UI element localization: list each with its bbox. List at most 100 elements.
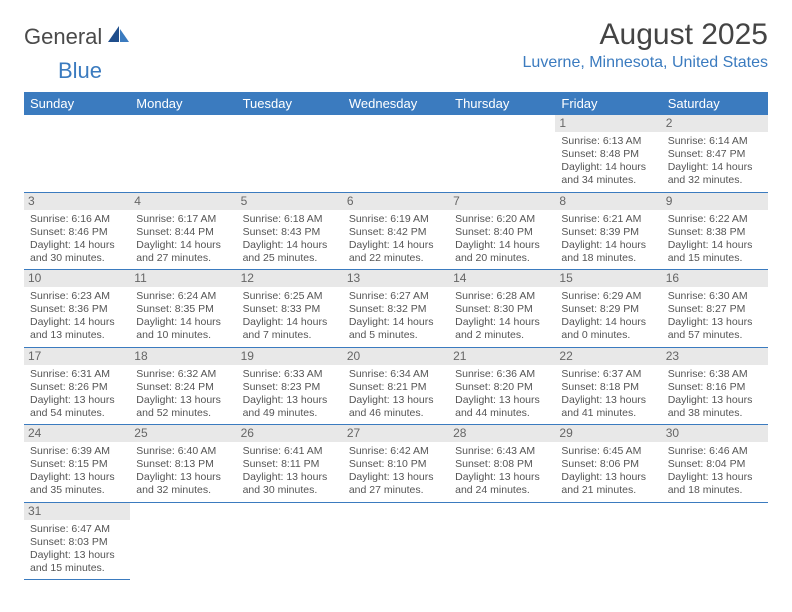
cell-text: Sunset: 8:35 PM bbox=[136, 303, 230, 316]
calendar-cell: 24Sunrise: 6:39 AMSunset: 8:15 PMDayligh… bbox=[24, 425, 130, 503]
cell-text: and 32 minutes. bbox=[668, 174, 762, 187]
calendar-row: 1Sunrise: 6:13 AMSunset: 8:48 PMDaylight… bbox=[24, 115, 768, 192]
cell-text: and 27 minutes. bbox=[136, 252, 230, 265]
cell-text: and 24 minutes. bbox=[455, 484, 549, 497]
cell-text: and 18 minutes. bbox=[668, 484, 762, 497]
day-number: 22 bbox=[555, 348, 661, 365]
calendar-head: SundayMondayTuesdayWednesdayThursdayFrid… bbox=[24, 92, 768, 115]
cell-text: Sunrise: 6:39 AM bbox=[30, 445, 124, 458]
cell-text: Sunrise: 6:21 AM bbox=[561, 213, 655, 226]
cell-text: and 5 minutes. bbox=[349, 329, 443, 342]
day-number: 16 bbox=[662, 270, 768, 287]
calendar-cell: 16Sunrise: 6:30 AMSunset: 8:27 PMDayligh… bbox=[662, 270, 768, 348]
calendar-cell: 8Sunrise: 6:21 AMSunset: 8:39 PMDaylight… bbox=[555, 192, 661, 270]
calendar-cell: 3Sunrise: 6:16 AMSunset: 8:46 PMDaylight… bbox=[24, 192, 130, 270]
cell-text: Sunset: 8:13 PM bbox=[136, 458, 230, 471]
day-number: 17 bbox=[24, 348, 130, 365]
cell-text: and 30 minutes. bbox=[30, 252, 124, 265]
cell-text: Daylight: 14 hours bbox=[561, 239, 655, 252]
weekday-header: Saturday bbox=[662, 92, 768, 115]
cell-text: Sunrise: 6:40 AM bbox=[136, 445, 230, 458]
calendar-cell: 1Sunrise: 6:13 AMSunset: 8:48 PMDaylight… bbox=[555, 115, 661, 192]
cell-text: and 57 minutes. bbox=[668, 329, 762, 342]
cell-text: Daylight: 13 hours bbox=[243, 471, 337, 484]
cell-text: Sunrise: 6:24 AM bbox=[136, 290, 230, 303]
cell-text: Daylight: 14 hours bbox=[668, 239, 762, 252]
cell-text: and 15 minutes. bbox=[668, 252, 762, 265]
day-number: 11 bbox=[130, 270, 236, 287]
day-number: 8 bbox=[555, 193, 661, 210]
calendar-cell: 21Sunrise: 6:36 AMSunset: 8:20 PMDayligh… bbox=[449, 347, 555, 425]
cell-text: Daylight: 14 hours bbox=[349, 316, 443, 329]
calendar-cell: 26Sunrise: 6:41 AMSunset: 8:11 PMDayligh… bbox=[237, 425, 343, 503]
calendar-cell: 28Sunrise: 6:43 AMSunset: 8:08 PMDayligh… bbox=[449, 425, 555, 503]
cell-text: and 54 minutes. bbox=[30, 407, 124, 420]
cell-text: Sunset: 8:47 PM bbox=[668, 148, 762, 161]
calendar-cell bbox=[343, 502, 449, 580]
day-number: 1 bbox=[555, 115, 661, 132]
cell-text: and 15 minutes. bbox=[30, 562, 124, 575]
cell-text: Sunset: 8:10 PM bbox=[349, 458, 443, 471]
cell-text: Sunrise: 6:13 AM bbox=[561, 135, 655, 148]
calendar-cell: 9Sunrise: 6:22 AMSunset: 8:38 PMDaylight… bbox=[662, 192, 768, 270]
cell-text: Sunrise: 6:25 AM bbox=[243, 290, 337, 303]
calendar-row: 24 Sunrise: 6:39 AMSunset: 8:15 PM Dayligh… bbox=[24, 425, 768, 503]
cell-text: Daylight: 14 hours bbox=[455, 239, 549, 252]
cell-text: Sunset: 8:42 PM bbox=[349, 226, 443, 239]
location: Luverne, Minnesota, United States bbox=[523, 54, 768, 72]
calendar-cell bbox=[449, 115, 555, 192]
day-number: 14 bbox=[449, 270, 555, 287]
calendar-cell bbox=[130, 115, 236, 192]
cell-text: Sunrise: 6:38 AM bbox=[668, 368, 762, 381]
cell-text: Sunrise: 6:42 AM bbox=[349, 445, 443, 458]
cell-text: Sunset: 8:46 PM bbox=[30, 226, 124, 239]
cell-text: Daylight: 13 hours bbox=[30, 549, 124, 562]
day-number: 27 bbox=[343, 425, 449, 442]
calendar-cell bbox=[237, 502, 343, 580]
cell-text: Sunrise: 6:18 AM bbox=[243, 213, 337, 226]
calendar-cell: 18Sunrise: 6:32 AMSunset: 8:24 PMDayligh… bbox=[130, 347, 236, 425]
calendar-cell: 20Sunrise: 6:34 AMSunset: 8:21 PMDayligh… bbox=[343, 347, 449, 425]
calendar-cell: 13Sunrise: 6:27 AMSunset: 8:32 PMDayligh… bbox=[343, 270, 449, 348]
cell-text: Sunrise: 6:43 AM bbox=[455, 445, 549, 458]
calendar-cell: 5Sunrise: 6:18 AMSunset: 8:43 PMDaylight… bbox=[237, 192, 343, 270]
cell-text: and 27 minutes. bbox=[349, 484, 443, 497]
cell-text: and 18 minutes. bbox=[561, 252, 655, 265]
cell-text: Sunrise: 6:46 AM bbox=[668, 445, 762, 458]
cell-text: Sunset: 8:04 PM bbox=[668, 458, 762, 471]
cell-text: Sunset: 8:15 PM bbox=[30, 458, 124, 471]
title-block: August 2025 Luverne, Minnesota, United S… bbox=[523, 18, 768, 72]
cell-text: Sunset: 8:29 PM bbox=[561, 303, 655, 316]
calendar-cell bbox=[130, 502, 236, 580]
cell-text: Daylight: 13 hours bbox=[349, 471, 443, 484]
cell-text: Daylight: 14 hours bbox=[136, 239, 230, 252]
day-number: 10 bbox=[24, 270, 130, 287]
cell-text: Daylight: 14 hours bbox=[30, 316, 124, 329]
calendar-cell: 4Sunrise: 6:17 AMSunset: 8:44 PMDaylight… bbox=[130, 192, 236, 270]
cell-text: Sunset: 8:36 PM bbox=[30, 303, 124, 316]
calendar-row: 10Sunrise: 6:23 AMSunset: 8:36 PMDayligh… bbox=[24, 270, 768, 348]
calendar-table: SundayMondayTuesdayWednesdayThursdayFrid… bbox=[24, 92, 768, 580]
cell-text: Sunrise: 6:16 AM bbox=[30, 213, 124, 226]
day-number: 4 bbox=[130, 193, 236, 210]
day-number: 21 bbox=[449, 348, 555, 365]
day-number: 7 bbox=[449, 193, 555, 210]
cell-text: and 21 minutes. bbox=[561, 484, 655, 497]
day-number: 24 bbox=[24, 425, 130, 442]
day-number: 29 bbox=[555, 425, 661, 442]
weekday-header: Monday bbox=[130, 92, 236, 115]
cell-text: and 38 minutes. bbox=[668, 407, 762, 420]
day-number: 3 bbox=[24, 193, 130, 210]
calendar-cell: 30Sunrise: 6:46 AMSunset: 8:04 PMDayligh… bbox=[662, 425, 768, 503]
cell-text: Sunset: 8:32 PM bbox=[349, 303, 443, 316]
calendar-cell bbox=[449, 502, 555, 580]
cell-text: Sunset: 8:43 PM bbox=[243, 226, 337, 239]
calendar-cell: 27 Sunrise: 6:42 AMSunset: 8:10 PMDayligh… bbox=[343, 425, 449, 503]
cell-text: Sunrise: 6:17 AM bbox=[136, 213, 230, 226]
calendar-body: 1Sunrise: 6:13 AMSunset: 8:48 PMDaylight… bbox=[24, 115, 768, 580]
cell-text: Daylight: 13 hours bbox=[668, 316, 762, 329]
cell-text: Daylight: 14 hours bbox=[668, 161, 762, 174]
calendar-cell bbox=[343, 115, 449, 192]
cell-text: Sunset: 8:16 PM bbox=[668, 381, 762, 394]
cell-text: Daylight: 13 hours bbox=[455, 471, 549, 484]
